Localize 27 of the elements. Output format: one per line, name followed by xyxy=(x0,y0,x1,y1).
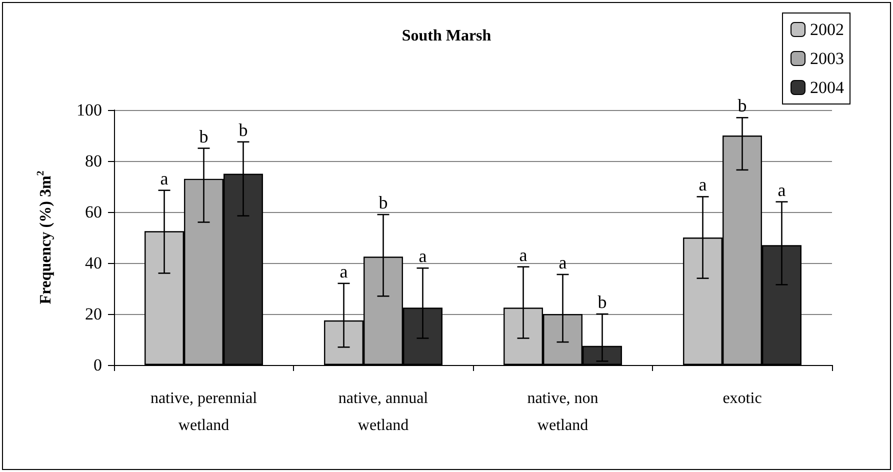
y-axis-title: Frequency (%) 3m2 xyxy=(36,170,54,304)
data-label: a xyxy=(698,174,707,195)
y-tick-label: 40 xyxy=(85,254,102,272)
data-label: a xyxy=(160,168,168,188)
data-label: b xyxy=(598,292,607,312)
y-tick-label: 60 xyxy=(85,202,102,222)
data-label: b xyxy=(738,96,747,116)
data-label: b xyxy=(199,126,208,146)
data-label: a xyxy=(418,246,427,266)
x-tick-label: native, non wetland xyxy=(527,390,598,434)
legend-label: 2002 xyxy=(810,20,844,39)
y-tick-label: 20 xyxy=(85,304,102,324)
y-tick-label: 80 xyxy=(85,152,102,170)
data-label: a xyxy=(558,252,567,272)
chart-title: South Marsh xyxy=(402,28,492,44)
data-label: b xyxy=(378,192,388,213)
y-tick-label: 0 xyxy=(94,356,102,374)
legend-label: 2004 xyxy=(810,78,844,97)
legend-label: 2003 xyxy=(810,49,844,68)
x-tick-label: exotic xyxy=(722,390,762,407)
data-label: a xyxy=(778,180,786,200)
data-label: a xyxy=(340,261,348,282)
x-tick-label: native, annual wetland xyxy=(338,390,429,434)
x-tick-label: native, perennial wetland xyxy=(150,390,258,434)
data-label: b xyxy=(238,120,248,140)
data-label: a xyxy=(519,244,528,265)
y-tick-label: 100 xyxy=(76,100,102,120)
